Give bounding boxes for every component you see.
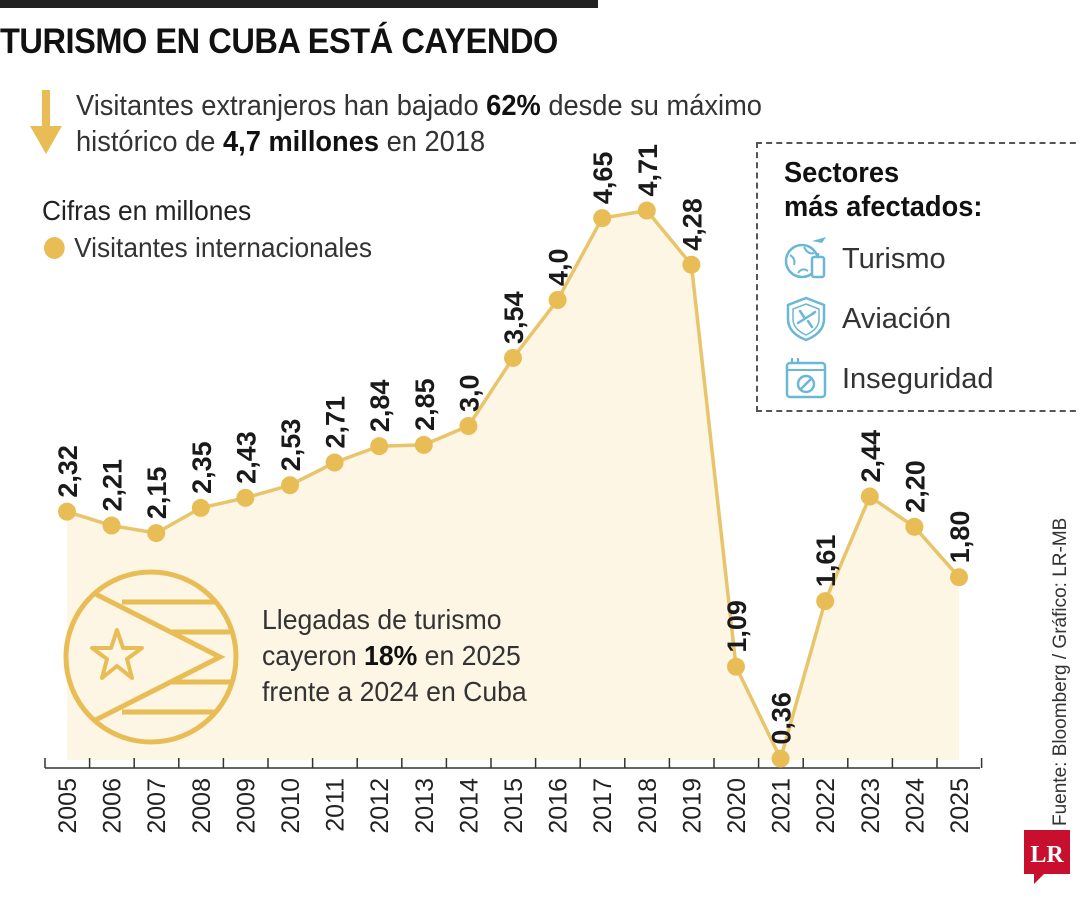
data-label: 4,71 (633, 144, 663, 197)
data-label: 2,35 (187, 441, 217, 494)
data-point (950, 568, 968, 587)
data-label: 2,84 (365, 380, 395, 433)
data-point (236, 488, 255, 507)
data-label: 2,44 (856, 430, 886, 483)
data-point (370, 437, 389, 456)
sector-item-inseguridad: Inseguridad (782, 354, 994, 404)
unit-label: Cifras en millones (42, 195, 252, 226)
data-label: 2,21 (98, 459, 128, 512)
data-label: 1,61 (811, 535, 841, 588)
x-tick-label: 2008 (188, 778, 216, 834)
sectors-box: Sectores más afectados: Turismo Aviación (756, 142, 1080, 412)
legend: Visitantes internacionales (44, 232, 372, 264)
top-rule (0, 0, 598, 8)
data-label: 2,85 (410, 378, 440, 431)
x-tick-label: 2014 (455, 778, 483, 834)
data-point (504, 348, 522, 367)
data-label: 4,65 (588, 152, 618, 205)
x-tick-label: 2006 (99, 778, 127, 834)
data-label: 1,09 (722, 600, 752, 653)
data-label: 3,54 (499, 291, 529, 344)
data-label: 0,36 (767, 692, 797, 745)
data-point (860, 487, 879, 506)
data-label: 4,28 (677, 198, 707, 251)
data-label: 2,15 (142, 467, 172, 520)
x-tick-label: 2007 (143, 778, 171, 834)
data-point (905, 517, 924, 536)
source-note: Fuente: Bloomberg / Gráfico: LR-MB (1050, 517, 1071, 826)
x-tick-label: 2005 (54, 778, 82, 834)
cuba-flag-icon (63, 569, 239, 745)
data-point (682, 255, 701, 274)
x-tick-label: 2009 (232, 778, 260, 834)
data-label: 2,71 (321, 396, 351, 449)
sectors-title: Sectores más afectados: (784, 157, 983, 223)
x-tick-label: 2022 (812, 778, 840, 834)
x-tick-label: 2012 (366, 778, 394, 834)
data-label: 4,0 (544, 248, 574, 286)
data-label: 3,0 (454, 374, 484, 412)
data-point (637, 201, 656, 220)
x-tick-label: 2017 (589, 778, 617, 834)
data-point (414, 435, 433, 454)
x-tick-label: 2025 (946, 778, 974, 834)
data-label: 2,53 (276, 419, 306, 472)
data-point (147, 524, 166, 543)
data-point (459, 417, 478, 435)
aviation-shield-icon (786, 296, 826, 342)
data-point (58, 502, 76, 521)
data-point (548, 291, 567, 309)
x-tick-label: 2018 (634, 778, 662, 834)
sector-item-aviacion: Aviación (782, 294, 951, 344)
sector-item-turismo: Turismo (782, 234, 946, 284)
area-fill (67, 210, 959, 761)
data-label: 2,43 (231, 431, 261, 484)
down-arrow-icon (30, 90, 62, 154)
x-tick-label: 2019 (678, 778, 706, 834)
data-point (727, 657, 745, 676)
travel-icon (784, 237, 826, 279)
x-tick-label: 2024 (901, 778, 929, 834)
callout-text: Llegadas de turismo cayeron 18% en 2025 … (262, 604, 527, 707)
x-tick-label: 2023 (857, 778, 885, 834)
data-point (191, 498, 210, 517)
data-point (325, 453, 344, 472)
legend-dot-icon (44, 237, 65, 259)
x-tick-label: 2015 (500, 778, 528, 834)
x-tick-label: 2021 (768, 778, 796, 834)
x-tick-label: 2010 (277, 778, 305, 834)
svg-text:LR: LR (1030, 842, 1064, 868)
subtitle: Visitantes extranjeros han bajado 62% de… (76, 90, 762, 158)
data-point (102, 516, 121, 535)
data-label: 2,32 (53, 445, 83, 498)
data-point (816, 592, 835, 611)
data-point (771, 749, 790, 768)
chart-title: TURISMO EN CUBA ESTÁ CAYENDO (0, 22, 558, 61)
lr-logo: LR (1024, 830, 1070, 884)
data-point (593, 209, 612, 228)
x-tick-label: 2011 (322, 778, 350, 832)
data-label: 2,20 (900, 460, 930, 513)
insecurity-screen-icon (785, 358, 827, 399)
x-tick-label: 2020 (723, 778, 751, 834)
x-tick-label: 2016 (545, 778, 573, 834)
x-tick-label: 2013 (411, 778, 439, 834)
legend-label: Visitantes internacionales (74, 232, 373, 263)
data-label: 1,80 (945, 511, 975, 564)
data-point (281, 476, 299, 495)
